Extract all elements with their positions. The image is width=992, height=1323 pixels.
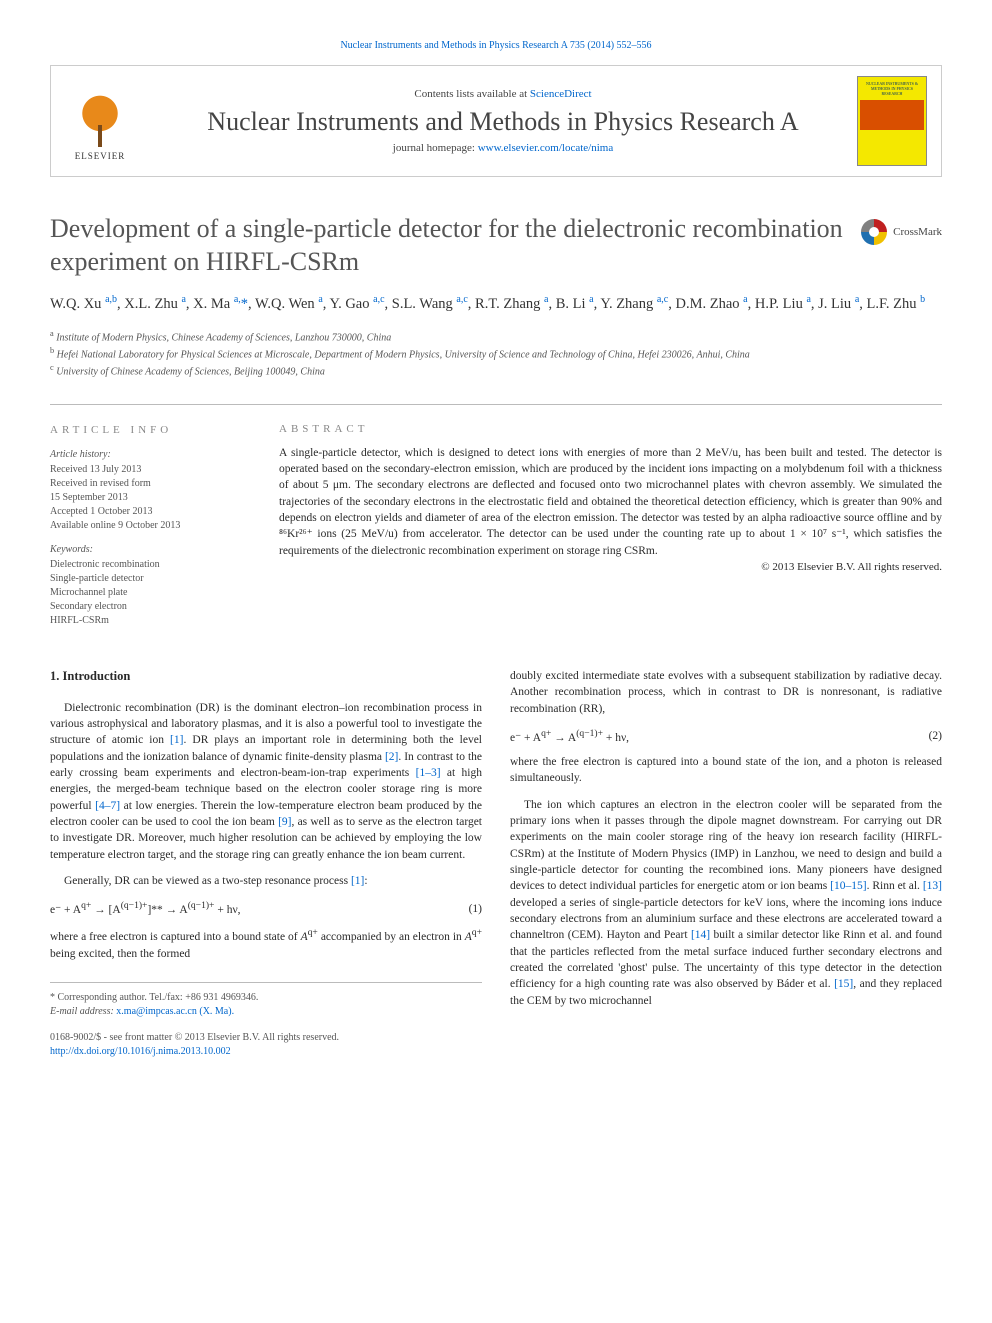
doi-link[interactable]: http://dx.doi.org/10.1016/j.nima.2013.10… xyxy=(50,1045,482,1059)
running-head[interactable]: Nuclear Instruments and Methods in Physi… xyxy=(50,40,942,51)
keyword: Microchannel plate xyxy=(50,586,255,600)
affiliation-a: a Institute of Modern Physics, Chinese A… xyxy=(50,328,942,345)
history-revised-2: 15 September 2013 xyxy=(50,491,255,505)
elsevier-logo[interactable]: ELSEVIER xyxy=(65,81,135,161)
body-column-left: 1. Introduction Dielectronic recombinati… xyxy=(50,668,482,1059)
corresponding-email[interactable]: x.ma@impcas.ac.cn (X. Ma). xyxy=(116,1006,234,1017)
section-1-heading: 1. Introduction xyxy=(50,668,482,686)
copyright-line: © 2013 Elsevier B.V. All rights reserved… xyxy=(279,561,942,573)
journal-name: Nuclear Instruments and Methods in Physi… xyxy=(149,106,857,137)
elsevier-tree-icon xyxy=(72,91,128,147)
keyword: Secondary electron xyxy=(50,600,255,614)
crossmark-icon xyxy=(861,219,887,245)
history-online: Available online 9 October 2013 xyxy=(50,519,255,533)
keyword: HIRFL-CSRm xyxy=(50,614,255,628)
email-label: E-mail address: xyxy=(50,1006,116,1017)
journal-banner: ELSEVIER Contents lists available at Sci… xyxy=(50,65,942,177)
body-column-right: doubly excited intermediate state evolve… xyxy=(510,668,942,1059)
history-revised-1: Received in revised form xyxy=(50,477,255,491)
publisher-label: ELSEVIER xyxy=(75,151,126,161)
homepage-line: journal homepage: www.elsevier.com/locat… xyxy=(149,142,857,154)
contents-line: Contents lists available at ScienceDirec… xyxy=(149,88,857,100)
equation-number: (1) xyxy=(452,901,482,917)
cover-text: NUCLEAR INSTRUMENTS & METHODS IN PHYSICS… xyxy=(862,81,922,96)
body-paragraph: where the free electron is captured into… xyxy=(510,754,942,787)
equation-number: (2) xyxy=(912,728,942,744)
history-heading: Article history: xyxy=(50,448,255,462)
body-paragraph: where a free electron is captured into a… xyxy=(50,926,482,961)
email-line: E-mail address: x.ma@impcas.ac.cn (X. Ma… xyxy=(50,1005,482,1019)
contents-prefix: Contents lists available at xyxy=(414,88,529,100)
journal-cover-thumbnail[interactable]: NUCLEAR INSTRUMENTS & METHODS IN PHYSICS… xyxy=(857,76,927,166)
abstract-heading: ABSTRACT xyxy=(279,423,942,435)
keyword: Dielectronic recombination xyxy=(50,558,255,572)
keywords-heading: Keywords: xyxy=(50,543,255,557)
affiliation-c: c University of Chinese Academy of Scien… xyxy=(50,362,942,379)
affiliation-b: b Hefei National Laboratory for Physical… xyxy=(50,345,942,362)
homepage-prefix: journal homepage: xyxy=(393,142,478,154)
body-paragraph: The ion which captures an electron in th… xyxy=(510,797,942,1009)
article-info-heading: ARTICLE INFO xyxy=(50,423,255,438)
equation-1: e⁻ + Aq+ → [A(q−1)+]** → A(q−1)+ + hν, (… xyxy=(50,899,482,918)
body-paragraph: doubly excited intermediate state evolve… xyxy=(510,668,942,717)
abstract-text: A single-particle detector, which is des… xyxy=(279,445,942,559)
equation-2: e⁻ + Aq+ → A(q−1)+ + hν, (2) xyxy=(510,727,942,746)
footnote-block: * Corresponding author. Tel./fax: +86 93… xyxy=(50,982,482,1059)
body-paragraph: Dielectronic recombination (DR) is the d… xyxy=(50,700,482,863)
cover-band xyxy=(860,100,924,130)
authors-list: W.Q. Xu a,b, X.L. Zhu a, X. Ma a,*, W.Q.… xyxy=(50,292,942,316)
affiliations: a Institute of Modern Physics, Chinese A… xyxy=(50,328,942,380)
sciencedirect-link[interactable]: ScienceDirect xyxy=(530,88,592,100)
history-received: Received 13 July 2013 xyxy=(50,463,255,477)
corresponding-author: * Corresponding author. Tel./fax: +86 93… xyxy=(50,991,482,1005)
crossmark-label: CrossMark xyxy=(893,226,942,238)
issn-line: 0168-9002/$ - see front matter © 2013 El… xyxy=(50,1031,482,1045)
homepage-url[interactable]: www.elsevier.com/locate/nima xyxy=(478,142,614,154)
crossmark-button[interactable]: CrossMark xyxy=(861,219,942,245)
equation-body: e⁻ + Aq+ → A(q−1)+ + hν, xyxy=(510,727,912,746)
keyword: Single-particle detector xyxy=(50,572,255,586)
history-accepted: Accepted 1 October 2013 xyxy=(50,505,255,519)
article-title: Development of a single-particle detecto… xyxy=(50,213,843,278)
body-paragraph: Generally, DR can be viewed as a two-ste… xyxy=(50,873,482,889)
equation-body: e⁻ + Aq+ → [A(q−1)+]** → A(q−1)+ + hν, xyxy=(50,899,452,918)
